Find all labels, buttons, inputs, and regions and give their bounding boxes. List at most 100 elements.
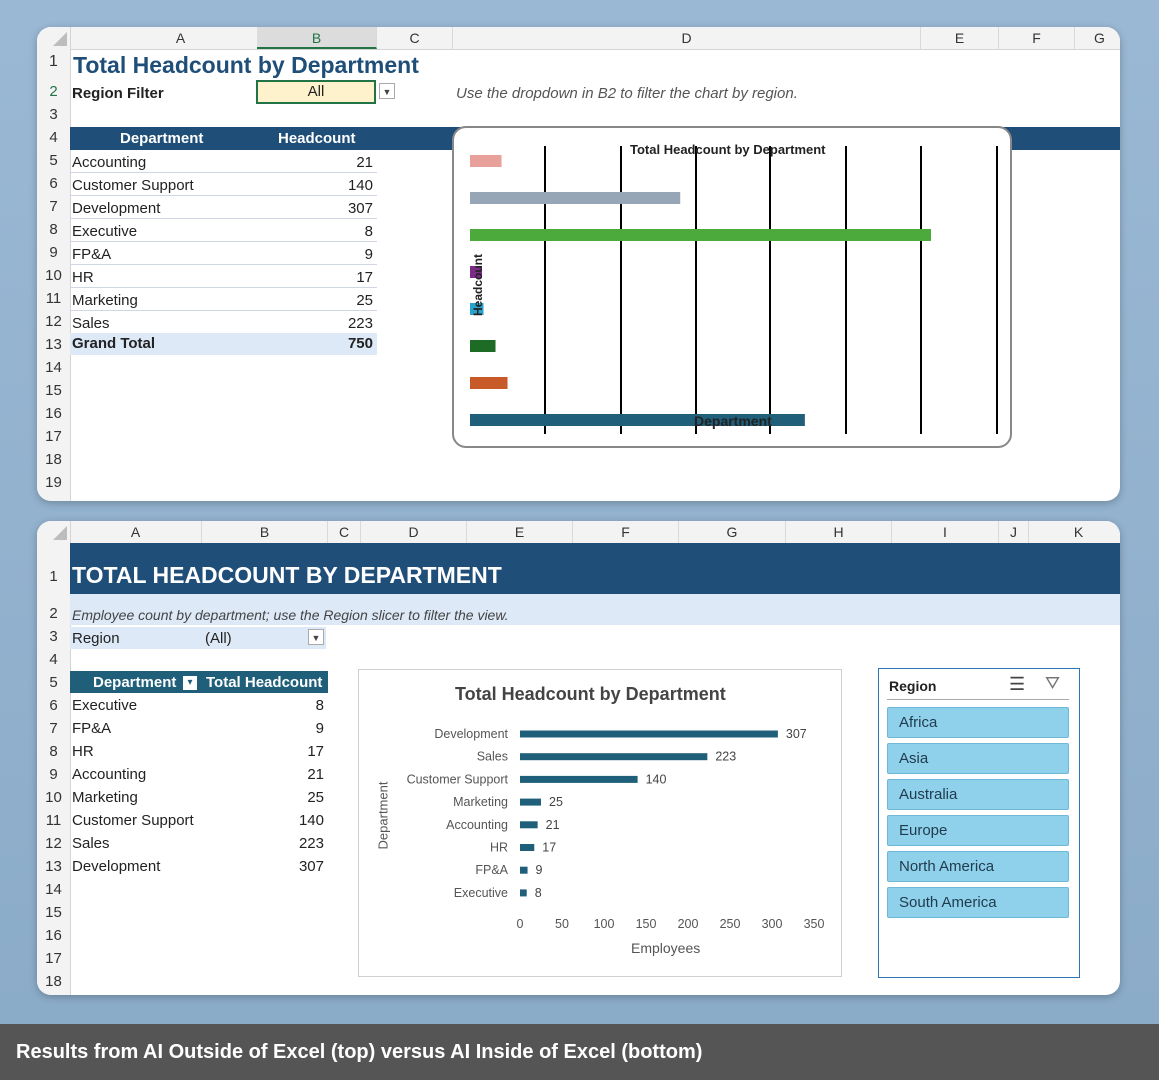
page-title[interactable]: Total Headcount by Department	[73, 52, 419, 78]
slicer-item[interactable]: North America	[887, 851, 1069, 882]
row-header[interactable]: 5	[49, 674, 58, 691]
row-header[interactable]: 11	[45, 812, 62, 829]
department-cell[interactable]: Marketing	[72, 789, 138, 806]
row-header[interactable]: 15	[45, 382, 62, 399]
department-cell[interactable]: FP&A	[72, 246, 112, 263]
slicer-item[interactable]: Africa	[887, 707, 1069, 738]
row-header[interactable]: 1	[49, 53, 58, 70]
headcount-cell[interactable]: 223	[298, 835, 324, 852]
row-header[interactable]: 4	[49, 129, 58, 146]
headcount-cell[interactable]: 21	[356, 154, 373, 171]
row-header[interactable]: 9	[49, 244, 58, 261]
column-header-j[interactable]: J	[999, 521, 1029, 543]
row-header[interactable]: 16	[45, 405, 62, 422]
page-subtitle[interactable]: Employee count by department; use the Re…	[72, 607, 509, 623]
slicer-item[interactable]: Asia	[887, 743, 1069, 774]
column-header-k[interactable]: K	[1029, 521, 1120, 543]
headcount-cell[interactable]: 17	[307, 743, 324, 760]
grand-total-label[interactable]: Grand Total	[72, 335, 156, 352]
column-header-f[interactable]: F	[999, 27, 1075, 49]
department-cell[interactable]: Accounting	[72, 766, 147, 783]
total-headcount-column-header[interactable]: Total Headcount	[206, 674, 323, 691]
row-header[interactable]: 2	[49, 605, 58, 622]
region-filter-label[interactable]: Region	[72, 630, 120, 647]
region-slicer[interactable]: Region ☰ ⛛ Africa Asia Australia Europe Nort…	[878, 668, 1080, 978]
column-header-g[interactable]: G	[1075, 27, 1120, 49]
department-cell[interactable]: Development	[72, 200, 161, 217]
row-header[interactable]: 17	[45, 428, 62, 445]
department-cell[interactable]: HR	[72, 743, 94, 760]
row-header[interactable]: 2	[49, 83, 58, 100]
row-header[interactable]: 17	[45, 950, 62, 967]
headcount-cell[interactable]: 17	[356, 269, 373, 286]
headcount-cell[interactable]: 140	[298, 812, 324, 829]
column-header-a[interactable]: A	[70, 521, 202, 543]
region-filter-cell[interactable]: All	[256, 80, 376, 104]
row-header[interactable]: 8	[49, 743, 58, 760]
row-header[interactable]: 14	[45, 359, 62, 376]
column-header-d[interactable]: D	[361, 521, 467, 543]
headcount-column-header[interactable]: Headcount	[278, 130, 356, 147]
row-header[interactable]: 6	[49, 175, 58, 192]
region-filter-dropdown-button[interactable]: ▼	[379, 83, 395, 99]
column-header-g[interactable]: G	[679, 521, 786, 543]
headcount-cell[interactable]: 9	[364, 246, 373, 263]
clear-filter-icon[interactable]: ⛛	[1045, 673, 1061, 693]
row-header[interactable]: 12	[45, 835, 62, 852]
row-header[interactable]: 11	[45, 290, 62, 307]
top-chart-box[interactable]: Total Headcount by Department Headcount …	[452, 126, 1012, 448]
headcount-cell[interactable]: 307	[347, 200, 373, 217]
region-filter-value[interactable]: (All)	[205, 630, 232, 647]
row-header[interactable]: 3	[49, 628, 58, 645]
sort-filter-icon[interactable]: ▾	[183, 676, 197, 690]
column-header-e[interactable]: E	[921, 27, 999, 49]
slicer-item[interactable]: Europe	[887, 815, 1069, 846]
row-header[interactable]: 15	[45, 904, 62, 921]
headcount-cell[interactable]: 9	[315, 720, 324, 737]
row-header[interactable]: 6	[49, 697, 58, 714]
slicer-item[interactable]: Australia	[887, 779, 1069, 810]
department-cell[interactable]: Marketing	[72, 292, 138, 309]
department-cell[interactable]: Development	[72, 858, 161, 875]
column-header-h[interactable]: H	[786, 521, 892, 543]
select-all-corner[interactable]	[37, 521, 71, 543]
row-header[interactable]: 10	[45, 789, 62, 806]
row-header[interactable]: 10	[45, 267, 62, 284]
department-cell[interactable]: Executive	[72, 697, 138, 714]
department-cell[interactable]: Accounting	[72, 154, 147, 171]
department-column-header[interactable]: Department	[120, 130, 204, 147]
headcount-cell[interactable]: 223	[347, 315, 373, 332]
row-header[interactable]: 1	[49, 568, 58, 585]
row-header[interactable]: 19	[45, 474, 62, 491]
row-header[interactable]: 3	[49, 106, 58, 123]
department-column-header[interactable]: Department	[93, 674, 177, 691]
column-header-b[interactable]: B	[202, 521, 328, 543]
department-cell[interactable]: Customer Support	[72, 177, 194, 194]
row-header[interactable]: 9	[49, 766, 58, 783]
column-header-b[interactable]: B	[257, 27, 377, 49]
page-title[interactable]: TOTAL HEADCOUNT BY DEPARTMENT	[72, 562, 502, 588]
grand-total-value[interactable]: 750	[347, 335, 373, 352]
column-header-f[interactable]: F	[573, 521, 679, 543]
row-header[interactable]: 13	[45, 858, 62, 875]
row-header[interactable]: 18	[45, 973, 62, 990]
department-cell[interactable]: Executive	[72, 223, 138, 240]
department-cell[interactable]: Customer Support	[72, 812, 194, 829]
headcount-cell[interactable]: 25	[307, 789, 324, 806]
row-header[interactable]: 13	[45, 336, 62, 353]
headcount-cell[interactable]: 8	[364, 223, 373, 240]
department-cell[interactable]: HR	[72, 269, 94, 286]
column-header-c[interactable]: C	[377, 27, 453, 49]
bottom-chart-box[interactable]: Total Headcount by Department Developmen…	[358, 669, 842, 977]
row-header[interactable]: 18	[45, 451, 62, 468]
row-header[interactable]: 5	[49, 152, 58, 169]
row-header[interactable]: 14	[45, 881, 62, 898]
headcount-cell[interactable]: 25	[356, 292, 373, 309]
region-filter-dropdown-button[interactable]: ▼	[308, 629, 324, 645]
select-all-corner[interactable]	[37, 27, 71, 49]
multi-select-icon[interactable]: ☰	[1009, 674, 1026, 694]
department-cell[interactable]: Sales	[72, 315, 110, 332]
column-header-i[interactable]: I	[892, 521, 999, 543]
row-header[interactable]: 7	[49, 720, 58, 737]
slicer-item[interactable]: South America	[887, 887, 1069, 918]
